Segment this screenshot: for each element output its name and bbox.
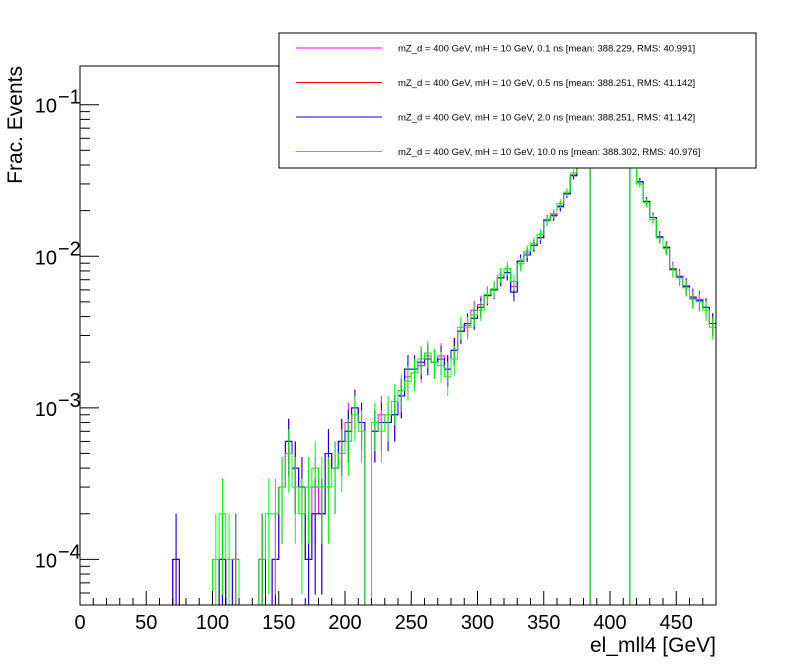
series-3 [80,118,716,605]
x-tick-label: 0 [74,612,85,634]
legend-box [278,32,757,169]
y-tick-label: 10 [35,247,57,269]
x-tick-label: 400 [593,612,626,634]
x-tick-label: 350 [527,612,560,634]
y-tick-exponent: −4 [58,541,81,563]
x-tick-label: 300 [461,612,494,634]
y-tick-label: 10 [35,550,57,572]
x-tick-label: 250 [395,612,428,634]
x-tick-label: 450 [660,612,693,634]
legend-entries: mZ_d = 400 GeV, mH = 10 GeV, 0.1 ns [mea… [296,44,700,158]
x-tick-label: 50 [135,612,157,634]
x-tick-label: 150 [262,612,295,634]
legend: mZ_d = 400 GeV, mH = 10 GeV, 0.1 ns [mea… [278,32,757,169]
y-axis-label: Frac. Events [4,66,27,184]
y-tick-exponent: −3 [58,390,81,412]
legend-label-1: mZ_d = 400 GeV, mH = 10 GeV, 0.5 ns [mea… [398,78,695,89]
x-axis-label: el_mll4 [GeV] [590,634,716,657]
legend-label-0: mZ_d = 400 GeV, mH = 10 GeV, 0.1 ns [mea… [398,44,695,55]
y-tick-label: 10 [35,399,57,421]
y-tick-label: 10 [35,96,57,118]
x-tick-label: 200 [328,612,361,634]
y-tick-exponent: −1 [58,87,81,109]
y-tick-exponent: −2 [58,238,81,260]
legend-label-2: mZ_d = 400 GeV, mH = 10 GeV, 2.0 ns [mea… [398,113,695,124]
series-layer [80,118,716,605]
legend-label-3: mZ_d = 400 GeV, mH = 10 GeV, 10.0 ns [me… [398,147,700,158]
x-tick-label: 100 [196,612,229,634]
